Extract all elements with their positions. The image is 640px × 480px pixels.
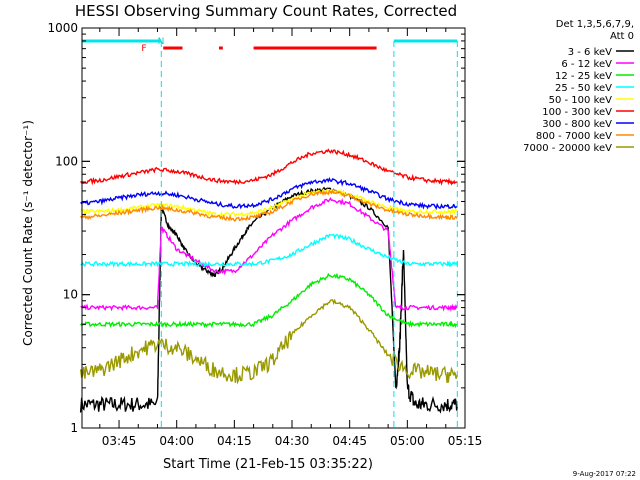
flag-label-f: F (141, 44, 146, 54)
series-line-7 (80, 188, 458, 222)
y-axis-label: Corrected Count Rate (s⁻¹ detector⁻¹) (21, 120, 35, 346)
series-line-1 (80, 197, 458, 312)
series-line-5 (80, 148, 458, 186)
x-tick-label-4: 04:45 (332, 434, 367, 448)
y-tick-label-3: 1000 (47, 21, 78, 35)
legend-label-1: 6 - 12 keV (561, 59, 612, 70)
legend-label-0: 3 - 6 keV (568, 47, 612, 58)
timestamp-footer: 9-Aug-2017 07:22 (573, 470, 636, 478)
y-tick-label-0: 1 (70, 421, 78, 435)
x-tick-label-5: 05:00 (390, 434, 425, 448)
series-line-2 (80, 272, 458, 329)
x-tick-label-0: 03:45 (102, 434, 137, 448)
legend-label-7: 800 - 7000 keV (536, 131, 612, 142)
x-tick-label-1: 04:00 (159, 434, 194, 448)
x-tick-label-6: 05:15 (448, 434, 483, 448)
legend-label-4: 50 - 100 keV (549, 95, 613, 106)
x-tick-label-3: 04:30 (275, 434, 310, 448)
legend-title-line-1: Det 1,3,5,6,7,9, (556, 19, 634, 30)
x-tick-label-2: 04:15 (217, 434, 252, 448)
y-tick-label-1: 10 (63, 288, 78, 302)
series-line-4 (80, 187, 458, 218)
series-line-0 (79, 186, 458, 414)
legend-label-2: 12 - 25 keV (555, 71, 612, 82)
series-line-3 (80, 233, 458, 268)
legend-title-line-2: Att 0 (610, 31, 634, 42)
legend-label-6: 300 - 800 keV (542, 119, 612, 130)
y-tick-label-2: 100 (55, 154, 78, 168)
legend-label-3: 25 - 50 keV (555, 83, 612, 94)
legend-label-8: 7000 - 20000 keV (523, 143, 612, 154)
legend-label-5: 100 - 300 keV (542, 107, 612, 118)
chart-title: HESSI Observing Summary Count Rates, Cor… (75, 2, 457, 20)
series-line-8 (79, 298, 458, 385)
x-axis-label: Start Time (21-Feb-15 03:35:22) (163, 457, 373, 472)
plot-frame (81, 27, 466, 429)
series-line-6 (80, 177, 458, 211)
